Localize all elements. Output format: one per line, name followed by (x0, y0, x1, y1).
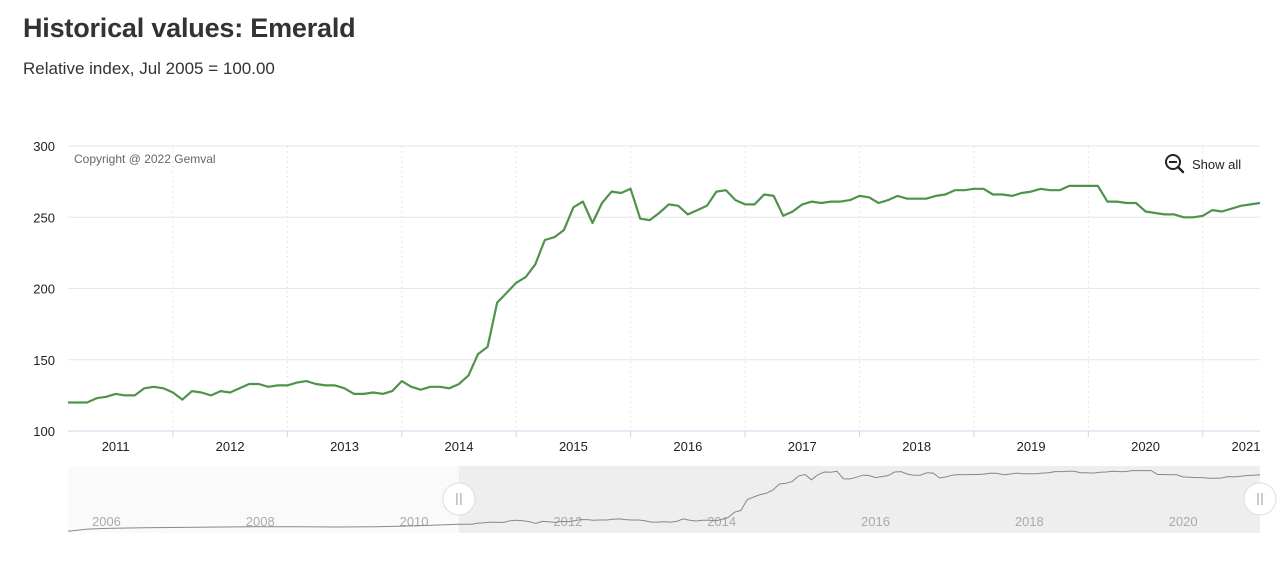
series-line (68, 184, 1261, 404)
handle-knob[interactable] (1243, 482, 1277, 516)
x-tick-label: 2012 (216, 439, 245, 454)
x-tick-label: 2011 (102, 439, 130, 454)
x-tick-label: 2019 (1017, 439, 1046, 454)
navigator-tick-label: 2008 (246, 514, 275, 529)
grid-layer (68, 145, 1260, 432)
navigator-tick-label: 2006 (92, 514, 121, 529)
y-tick-label: 250 (33, 210, 55, 225)
x-axis: 2011 2012 2013 2014 2015 2016 2017 2018 2019 2020… (68, 430, 1261, 454)
y-tick-label: 300 (33, 139, 55, 154)
credit-text: Copyright @ 2022 Gemval (74, 152, 216, 166)
y-tick-label: 200 (33, 282, 55, 297)
navigator-tick-label: 2016 (861, 514, 890, 529)
series-layer (68, 184, 1261, 404)
navigator-tick-label: 2014 (707, 514, 736, 529)
y-tick-label: 150 (33, 353, 55, 368)
x-tick-label: 2015 (559, 439, 588, 454)
x-tick-label: 2018 (902, 439, 931, 454)
y-axis: 100 150 200 250 300 (33, 139, 55, 439)
show-all-label: Show all (1192, 156, 1242, 172)
navigator-series-line (67, 470, 1261, 532)
x-tick-label: 2014 (445, 439, 474, 454)
x-tick-label: 2021 (1232, 439, 1261, 454)
navigator-tick-label: 2010 (400, 514, 429, 529)
x-tick-label: 2020 (1131, 439, 1160, 454)
navigator-selection[interactable] (458, 466, 1260, 533)
navigator-left-handle[interactable] (442, 482, 476, 516)
x-tick-label: 2013 (330, 439, 359, 454)
show-all-button[interactable]: Show all (1164, 153, 1241, 175)
x-tick-label: 2017 (788, 439, 817, 454)
navigator-tick-label: 2018 (1015, 514, 1044, 529)
zoom-out-icon (1165, 154, 1185, 174)
x-tick-label: 2016 (673, 439, 702, 454)
handle-knob[interactable] (442, 482, 476, 516)
navigator-right-handle[interactable] (1243, 482, 1277, 516)
navigator-tick-label: 2020 (1169, 514, 1198, 529)
navigator[interactable]: 2006 2008 2010 2012 2014 2016 2018 2020 (67, 466, 1277, 533)
chart-title: Historical values: Emerald (23, 13, 356, 43)
y-tick-label: 100 (33, 424, 55, 439)
chart-subtitle: Relative index, Jul 2005 = 100.00 (23, 59, 275, 78)
